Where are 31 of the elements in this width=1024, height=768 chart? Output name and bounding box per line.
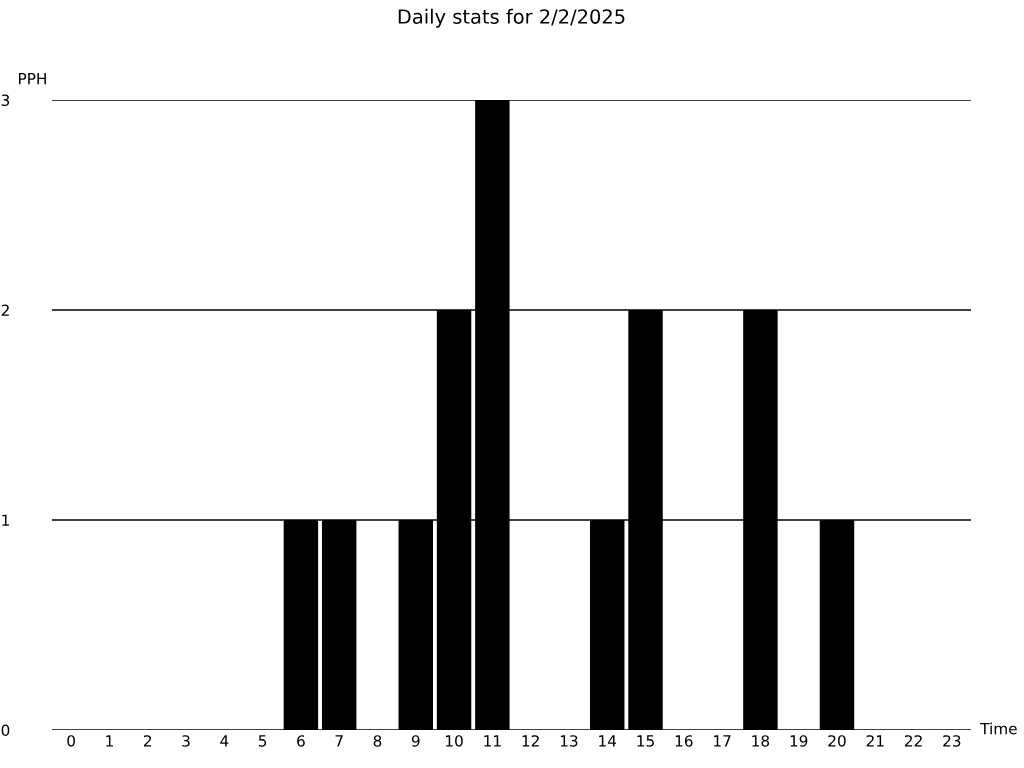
x-tick-label: 8 <box>373 735 382 747</box>
x-tick-label: 17 <box>714 735 731 747</box>
x-tick-label: 16 <box>675 735 693 747</box>
x-axis-title: Time <box>980 722 1017 735</box>
x-tick-label: 5 <box>258 735 267 747</box>
x-tick-label: 10 <box>446 735 463 747</box>
x-tick-label: 13 <box>560 735 578 747</box>
y-tick-label: 2 <box>1 304 9 316</box>
x-tick-label: 7 <box>335 735 343 747</box>
x-tick-label: 0 <box>67 735 75 747</box>
x-tick-label: 14 <box>599 735 617 747</box>
x-tick-label: 1 <box>106 735 113 747</box>
x-tick-label: 3 <box>182 735 190 747</box>
x-tick-label: 11 <box>484 735 501 747</box>
x-tick-label: 2 <box>143 735 152 747</box>
x-tick-label: 21 <box>866 735 884 747</box>
x-tick-label: 9 <box>411 735 420 747</box>
x-tick-label: 22 <box>904 735 922 747</box>
x-tick-label: 15 <box>637 735 654 747</box>
x-tick-label: 20 <box>828 735 846 747</box>
x-tick-label: 23 <box>943 735 961 747</box>
y-tick-label: 3 <box>1 94 10 107</box>
x-tick-label: 6 <box>297 735 305 747</box>
x-tick-label: 4 <box>220 735 229 747</box>
x-tick-label: 12 <box>522 735 539 747</box>
y-tick-label: 1 <box>2 514 9 526</box>
y-tick-label: 0 <box>1 724 10 737</box>
x-tick-label: 19 <box>790 735 808 747</box>
chart-title: Daily stats for 2/2/2025 <box>398 8 625 28</box>
y-axis-title: PPH <box>18 73 46 85</box>
x-tick-label: 18 <box>752 735 770 747</box>
